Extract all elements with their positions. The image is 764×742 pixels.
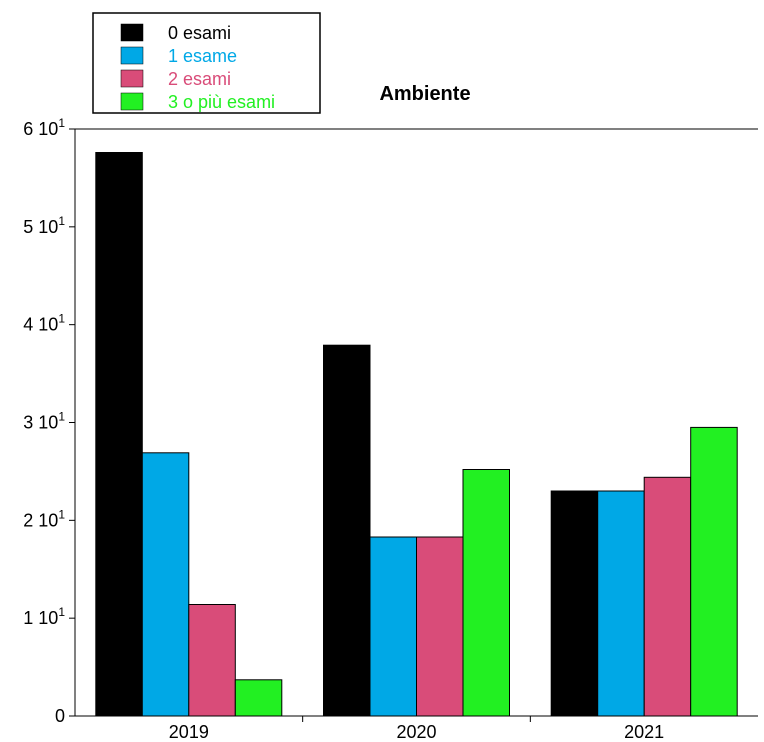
y-tick-label: 2 101 [23, 507, 65, 530]
bar-2020-series-1 [369, 536, 417, 717]
legend-swatch [120, 92, 144, 111]
x-tick-label: 2020 [396, 722, 436, 742]
x-tick-label: 2019 [169, 722, 209, 742]
y-tick-label: 1 101 [23, 605, 65, 628]
legend: 0 esami 1 esame 2 esami 3 o più esami [92, 12, 321, 114]
legend-label: 0 esami [168, 23, 231, 43]
bar-2020-series-3 [462, 469, 510, 717]
legend-swatch [120, 23, 144, 42]
legend-label: 2 esami [168, 69, 231, 89]
axes-group: 0 1 101 2 101 3 101 4 101 5 101 6 101 2019 2020 2… [23, 116, 758, 742]
legend-swatch [120, 46, 144, 65]
bar-2020-series-2 [416, 536, 464, 717]
bar-2021-series-2 [643, 476, 692, 717]
bar-2019-series-1 [141, 452, 190, 717]
legend-swatch [120, 69, 144, 88]
y-tick-label: 3 101 [23, 410, 65, 433]
bars-group [95, 152, 738, 717]
bar-2021-series-3 [690, 426, 738, 717]
y-tick-label: 4 101 [23, 312, 65, 335]
y-tick-label: 0 [55, 706, 65, 726]
y-tick-label: 6 101 [23, 116, 65, 139]
bar-2021-series-0 [550, 490, 599, 717]
legend-label: 3 o più esami [168, 92, 275, 112]
y-tick-label: 5 101 [23, 214, 65, 237]
bar-2019-series-3 [234, 679, 283, 717]
legend-label: 1 esame [168, 46, 237, 66]
x-tick-label: 2021 [624, 722, 664, 742]
bar-2020-series-0 [323, 344, 371, 717]
chart-title: Ambiente [379, 83, 470, 105]
bar-2021-series-1 [597, 490, 645, 717]
bar-2019-series-0 [95, 152, 143, 717]
bar-2019-series-2 [188, 604, 236, 717]
